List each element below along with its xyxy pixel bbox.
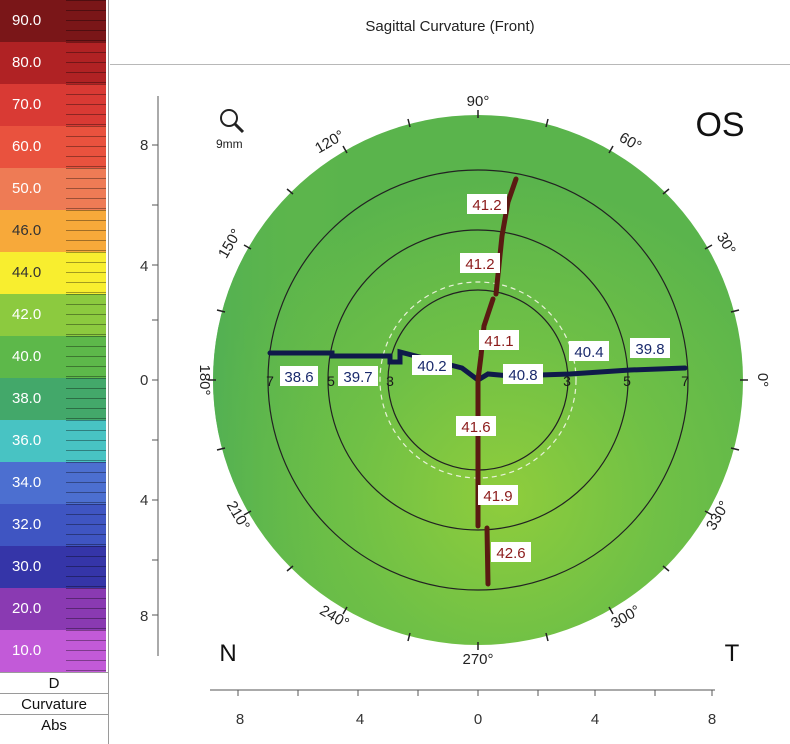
scale-swatch: 40.0 [0,336,66,378]
zone-ring-5mm [327,229,629,531]
y-tick-label: 0 [140,372,148,389]
angle-label-30: 30° [713,230,739,258]
x-tick-label: 4 [356,711,364,728]
power-value-inferior: 42.6 [496,545,525,562]
scale-type-label: Curvature [0,693,108,715]
power-value-nasal: 39.7 [343,369,372,386]
scale-swatch: 32.0 [0,504,66,546]
magnifier-icon [220,109,238,127]
scale-step-ladder [66,462,106,504]
scale-step-ladder [66,336,106,378]
scale-step-ladder [66,126,106,168]
power-value-temporal: 39.8 [635,341,664,358]
y-tick-label: 8 [140,608,148,625]
scale-step-ladder [66,0,106,42]
scale-step-ladder [66,630,106,672]
scale-step-ladder [66,588,106,630]
scale-swatch: 90.0 [0,0,66,42]
x-tick-label: 8 [708,711,716,728]
scale-swatch: 20.0 [0,588,66,630]
steep-meridian-inferior-outer [484,525,491,587]
topography-map[interactable]: 8 4 0 4 8 8 4 0 4 8 [110,66,790,744]
nasal-label: N [219,640,236,667]
angle-label-0: 0° [754,373,771,387]
scale-step-ladder [66,504,106,546]
scale-swatch: 60.0 [0,126,66,168]
scale-swatch: 50.0 [0,168,66,210]
angle-label-270: 270° [462,651,493,668]
zoom-label: 9mm [216,137,243,151]
power-value-nasal: 38.6 [284,369,313,386]
scale-swatch: 42.0 [0,294,66,336]
scale-swatch: 10.0 [0,630,66,672]
eye-label: OS [695,106,744,144]
ring-marker: 5 [623,373,631,389]
zoom-tool[interactable]: 9mm [216,109,245,151]
angle-label-90: 90° [467,93,490,110]
x-tick-label: 0 [474,711,482,728]
angle-label-150: 150° [215,226,245,261]
x-tick-label: 4 [591,711,599,728]
scale-swatch: 30.0 [0,546,66,588]
x-tick-label: 8 [236,711,244,728]
angle-label-60: 60° [616,129,644,155]
scale-step-ladder [66,546,106,588]
map-header: Sagittal Curvature (Front) [110,0,790,65]
zone-ring-7mm [267,169,689,591]
y-tick-label: 8 [140,137,148,154]
ring-marker: 7 [681,373,689,389]
power-value-superior: 41.2 [465,256,494,273]
angle-label-180: 180° [196,364,213,395]
scale-step-ladder [66,420,106,462]
scale-step-ladder [66,168,106,210]
scale-swatch: 36.0 [0,420,66,462]
scale-swatch: 46.0 [0,210,66,252]
scale-swatch: 80.0 [0,42,66,84]
map-title: Sagittal Curvature (Front) [365,18,535,35]
color-scale: 90.0 80.0 70.0 60.0 50.0 46.0 44.0 42.0 40.0 38.0… [0,0,109,744]
scale-step-ladder [66,294,106,336]
power-value-nasal: 40.2 [417,358,446,375]
y-tick-label: 4 [140,258,148,275]
scale-swatch: 70.0 [0,84,66,126]
scale-unit-label: D [0,672,108,694]
power-value-temporal: 40.8 [508,367,537,384]
power-value-superior: 41.1 [484,333,513,350]
power-value-temporal: 40.4 [574,344,603,361]
power-value-inferior: 41.6 [461,419,490,436]
ring-marker: 3 [386,373,394,389]
scale-step-ladder [66,210,106,252]
scale-swatch: 38.0 [0,378,66,420]
ring-marker: 3 [563,373,571,389]
scale-mode-label: Abs [0,714,108,736]
scale-step-ladder [66,378,106,420]
scale-step-ladder [66,84,106,126]
y-tick-label: 4 [140,492,148,509]
scale-step-ladder [66,42,106,84]
scale-step-ladder [66,252,106,294]
scale-swatch: 44.0 [0,252,66,294]
power-value-inferior: 41.9 [483,488,512,505]
temporal-label: T [725,640,740,667]
ring-marker: 5 [327,373,335,389]
scale-swatch: 34.0 [0,462,66,504]
power-value-superior: 41.2 [472,197,501,214]
ring-marker: 7 [266,373,274,389]
